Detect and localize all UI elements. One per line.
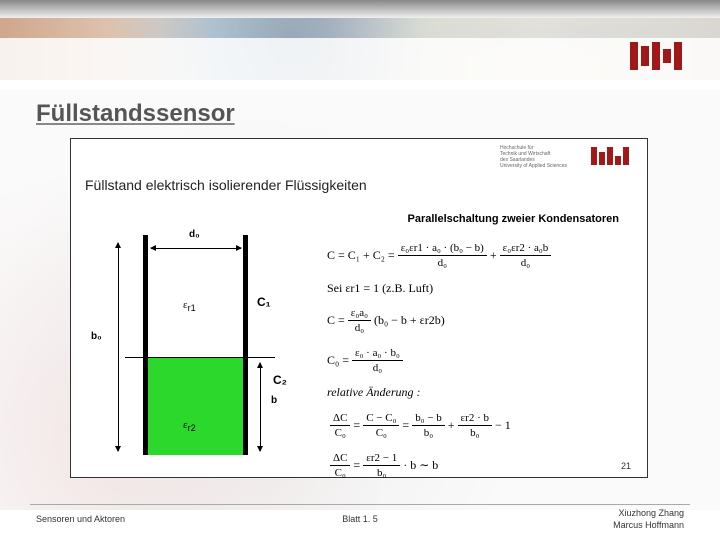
b-label: b [271,395,277,406]
c2-label: C₂ [273,373,287,387]
epsilon-r1-label: εr1 [183,299,196,313]
top-gradient-band [0,0,720,18]
footer-author-1: Xiuzhong Zhang [613,508,684,520]
footer-divider [30,504,690,505]
c1-label: C₁ [257,295,271,309]
equation-2: Sei εr1 = 1 (z.B. Luft) [327,281,637,297]
liquid-surface-line [125,357,275,358]
d0-label: d₀ [189,229,200,240]
liquid-fill [148,357,243,455]
b-dimension [253,363,267,451]
b0-dimension [111,243,125,451]
b0-label: b₀ [91,331,102,342]
parallel-title: Parallelschaltung zweier Kondensatoren [407,213,619,225]
page-title: Füllstandssensor [36,100,235,128]
eq1-lhs: C = C₁ + C₂ = [327,248,395,264]
capacitor-diagram: d₀ b₀ b εr1 εr2 C₁ C₂ [95,235,289,465]
content-subtitle: Füllstand elektrisch isolierender Flüssi… [85,177,367,193]
relative-change-label: relative Änderung : [327,385,637,401]
footer: Sensoren und Aktoren Blatt 1. 5 Xiuzhong… [0,504,720,540]
htw-logo [630,42,682,70]
right-plate [243,235,248,455]
equations-block: C = C₁ + C₂ = ε₀εr1 · a₀ · (b₀ − b)d₀ + … [327,241,637,490]
equation-3: C = ε₀a₀d₀ (b₀ − b + εr2b) [327,306,637,336]
content-frame: Hochschule für Technik und Wirtschaft de… [70,138,648,478]
equation-4: C₀ = ε₀ · a₀ · b₀d₀ [327,346,637,376]
equation-1: C = C₁ + C₂ = ε₀εr1 · a₀ · (b₀ − b)d₀ + … [327,241,637,271]
logo-band-background [0,38,720,80]
htw-logo-small [591,147,629,165]
epsilon-r2-label: εr2 [183,419,196,433]
equation-6: ΔCC₀ = εr2 − 1b₀ · b ∼ b [327,451,637,481]
institution-text: Hochschule für Technik und Wirtschaft de… [500,145,567,169]
footer-authors: Xiuzhong Zhang Marcus Hoffmann [613,508,684,531]
d0-dimension: d₀ [151,241,241,255]
footer-author-2: Marcus Hoffmann [613,520,684,532]
inner-page-number: 21 [621,461,631,471]
footer-page-label: Blatt 1. 5 [0,514,720,524]
equation-5: ΔCC₀ = C − C₀C₀ = b₀ − bb₀ + εr2 · bb₀ −… [327,411,637,441]
